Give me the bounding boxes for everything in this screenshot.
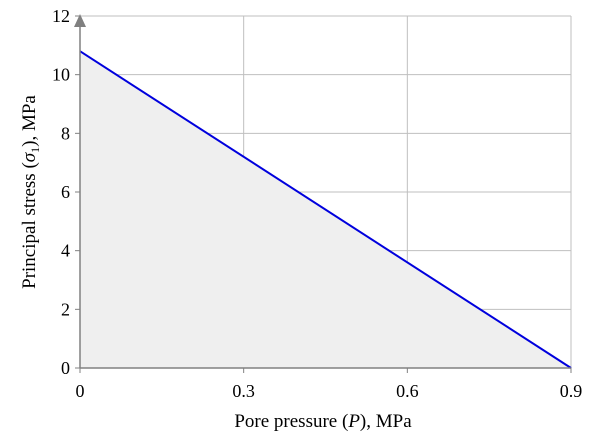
y-tick-label-2: 4 — [61, 241, 70, 261]
x-tick-labels: 0 0.3 0.6 0.9 — [76, 381, 583, 401]
x-tick-label-3: 0.9 — [560, 381, 583, 401]
y-tick-label-5: 10 — [52, 65, 70, 85]
y-tick-labels: 0 2 4 6 8 10 12 — [52, 6, 70, 378]
x-tick-label-2: 0.6 — [396, 381, 419, 401]
y-tick-label-1: 2 — [61, 299, 70, 319]
x-axis-title: Pore pressure (P), MPa — [234, 411, 412, 432]
y-axis-title: Principal stress (σ1), MPa — [19, 95, 42, 289]
y-tick-label-4: 8 — [61, 123, 70, 143]
x-tick-label-0: 0 — [76, 381, 85, 401]
y-tick-label-0: 0 — [61, 358, 70, 378]
y-tick-label-3: 6 — [61, 182, 70, 202]
x-tick-label-1: 0.3 — [232, 381, 255, 401]
y-tick-label-6: 12 — [52, 6, 70, 26]
